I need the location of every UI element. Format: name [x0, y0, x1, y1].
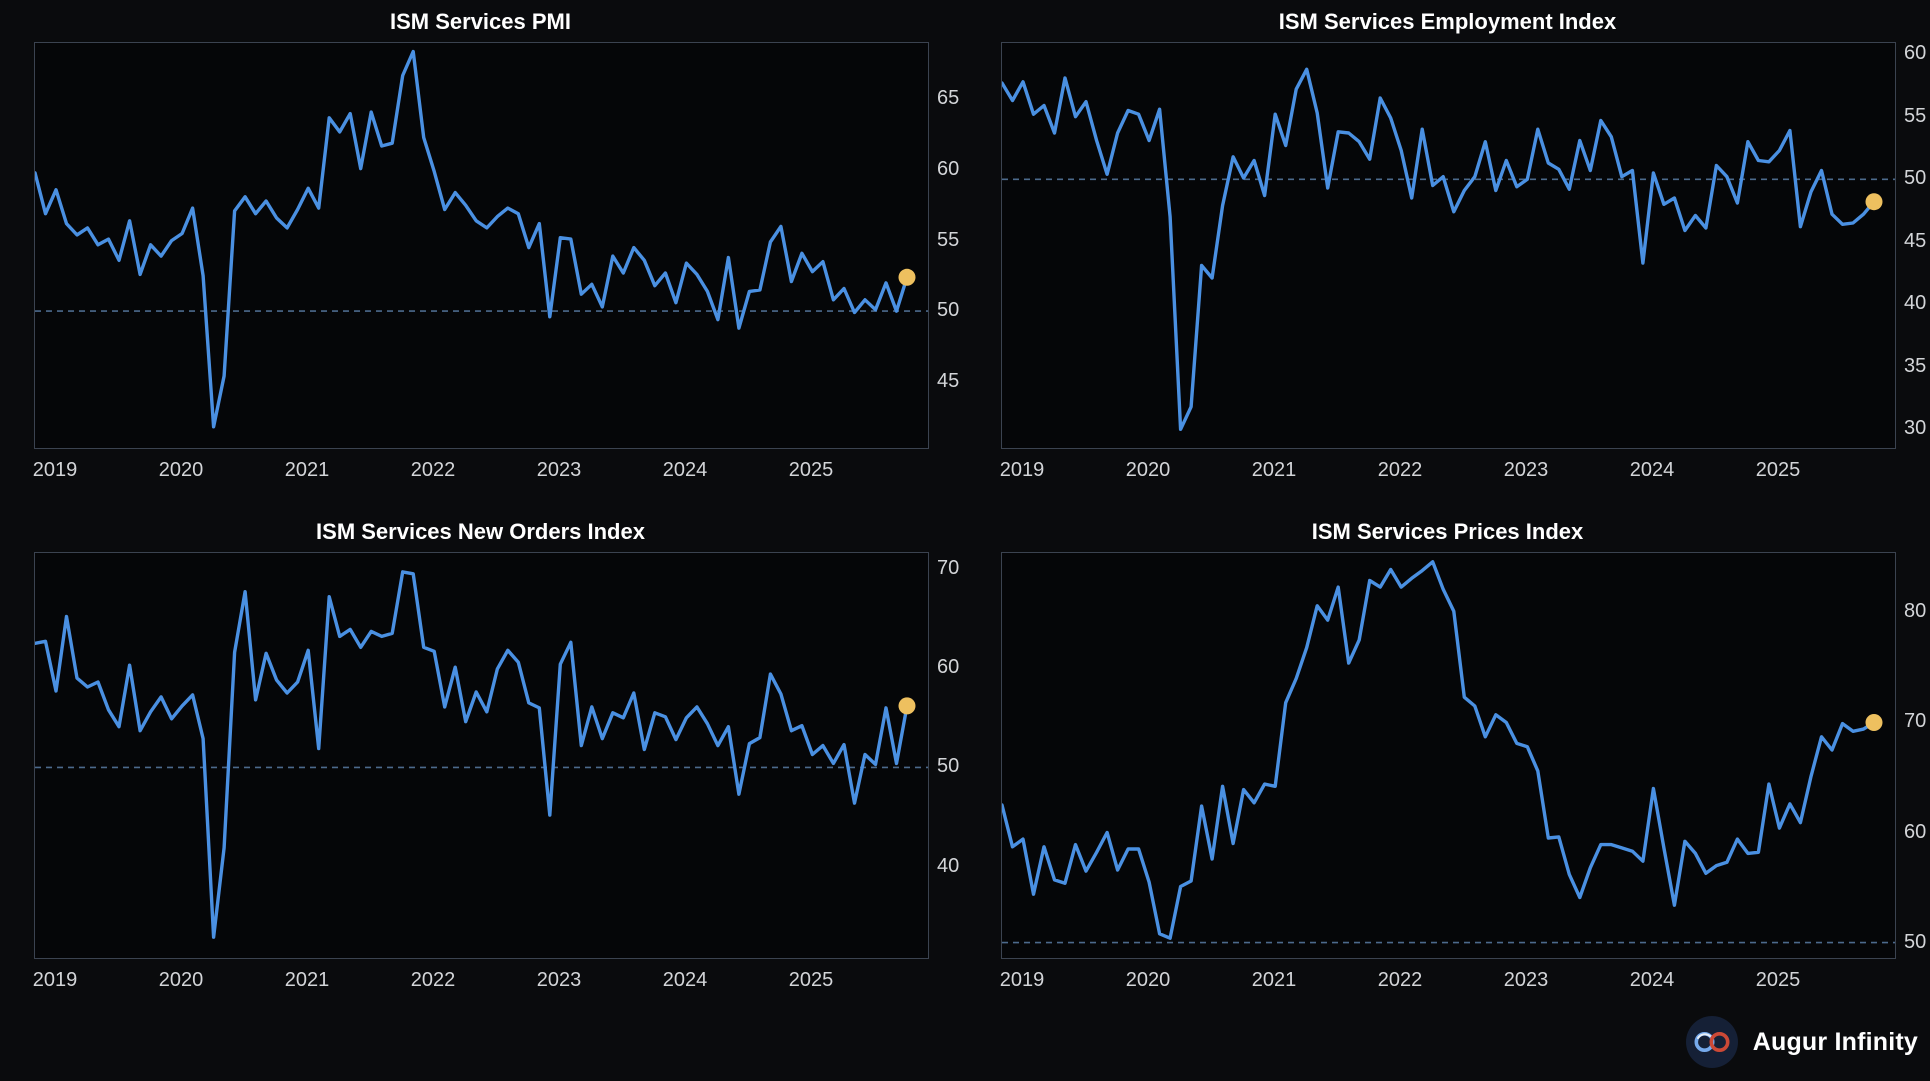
y-axis-labels: 30 35 40 45 50 55 60 — [1904, 42, 1930, 447]
x-tick-label: 2024 — [1629, 969, 1675, 991]
x-axis-labels: 2019 2020 2021 2022 2023 2024 2025 — [33, 457, 927, 483]
x-axis-labels: 2019 2020 2021 2022 2023 2024 2025 — [1000, 457, 1894, 483]
x-tick-label: 2019 — [999, 459, 1045, 481]
y-tick-label: 40 — [937, 855, 960, 877]
y-tick-label: 60 — [937, 158, 960, 180]
line-chart — [1002, 67, 1895, 431]
x-tick-label: 2023 — [536, 459, 582, 481]
x-tick-label: 2023 — [1503, 969, 1549, 991]
x-tick-label: 2019 — [32, 969, 78, 991]
line-chart — [35, 570, 928, 939]
y-tick-label: 55 — [1904, 105, 1927, 127]
y-tick-label: 50 — [1904, 167, 1927, 189]
brand-footer: Augur Infinity — [1684, 1014, 1918, 1070]
y-tick-label: 45 — [937, 370, 960, 392]
line-chart — [1002, 560, 1895, 944]
chart-ism-services-pmi: ISM Services PMI 45 50 55 60 65 2019 2020 2021… — [33, 8, 960, 508]
infinity-icon — [1685, 1016, 1738, 1068]
y-tick-label: 50 — [1904, 931, 1927, 953]
x-axis-labels: 2019 2020 2021 2022 2023 2024 2025 — [33, 967, 927, 993]
x-tick-label: 2022 — [1377, 969, 1423, 991]
x-tick-label: 2024 — [662, 459, 708, 481]
x-tick-label: 2019 — [999, 969, 1045, 991]
x-tick-label: 2025 — [1755, 459, 1801, 481]
x-tick-label: 2019 — [32, 459, 78, 481]
y-tick-label: 55 — [937, 229, 960, 251]
chart-ism-services-prices: ISM Services Prices Index 50 60 70 80 2019 2… — [1000, 518, 1927, 1018]
x-tick-label: 2021 — [284, 969, 330, 991]
plot-area — [1001, 42, 1896, 449]
plot-area — [1001, 552, 1896, 959]
chart-title: ISM Services Prices Index — [1311, 519, 1584, 544]
x-tick-label: 2022 — [1377, 459, 1423, 481]
y-tick-label: 40 — [1904, 292, 1927, 314]
x-tick-label: 2021 — [1251, 969, 1297, 991]
x-tick-label: 2023 — [1503, 459, 1549, 481]
plot-area — [34, 42, 929, 449]
y-tick-label: 45 — [1904, 230, 1927, 252]
x-tick-label: 2025 — [788, 969, 834, 991]
y-tick-label: 65 — [937, 87, 960, 109]
y-axis-labels: 40 50 60 70 — [937, 552, 997, 957]
x-tick-label: 2021 — [284, 459, 330, 481]
x-tick-label: 2024 — [662, 969, 708, 991]
y-tick-label: 70 — [1904, 710, 1927, 732]
chart-ism-services-new-orders: ISM Services New Orders Index 40 50 60 70 2… — [33, 518, 960, 1018]
y-tick-label: 35 — [1904, 355, 1927, 377]
x-tick-label: 2023 — [536, 969, 582, 991]
x-tick-label: 2020 — [1125, 969, 1171, 991]
plot-area — [34, 552, 929, 959]
chart-title: ISM Services PMI — [390, 9, 571, 34]
chart-ism-services-employment: ISM Services Employment Index 30 35 40 45 50… — [1000, 8, 1927, 508]
x-tick-label: 2022 — [410, 969, 456, 991]
x-tick-label: 2025 — [788, 459, 834, 481]
y-tick-label: 60 — [1904, 821, 1927, 843]
y-axis-labels: 45 50 55 60 65 — [937, 42, 997, 447]
y-tick-label: 30 — [1904, 417, 1927, 439]
y-tick-label: 50 — [937, 299, 960, 321]
line-chart — [35, 49, 928, 429]
chart-title: ISM Services New Orders Index — [316, 519, 645, 544]
brand-name: Augur Infinity — [1752, 1027, 1918, 1056]
y-axis-labels: 50 60 70 80 — [1904, 552, 1930, 957]
y-tick-label: 80 — [1904, 600, 1927, 622]
x-tick-label: 2020 — [158, 969, 204, 991]
x-axis-labels: 2019 2020 2021 2022 2023 2024 2025 — [1000, 967, 1894, 993]
chart-title: ISM Services Employment Index — [1278, 9, 1617, 34]
x-tick-label: 2020 — [158, 459, 204, 481]
x-tick-label: 2020 — [1125, 459, 1171, 481]
y-tick-label: 60 — [1904, 42, 1927, 64]
y-tick-label: 60 — [937, 656, 960, 678]
x-tick-label: 2025 — [1755, 969, 1801, 991]
x-tick-label: 2024 — [1629, 459, 1675, 481]
x-tick-label: 2022 — [410, 459, 456, 481]
x-tick-label: 2021 — [1251, 459, 1297, 481]
y-tick-label: 50 — [937, 755, 960, 777]
y-tick-label: 70 — [937, 557, 960, 579]
